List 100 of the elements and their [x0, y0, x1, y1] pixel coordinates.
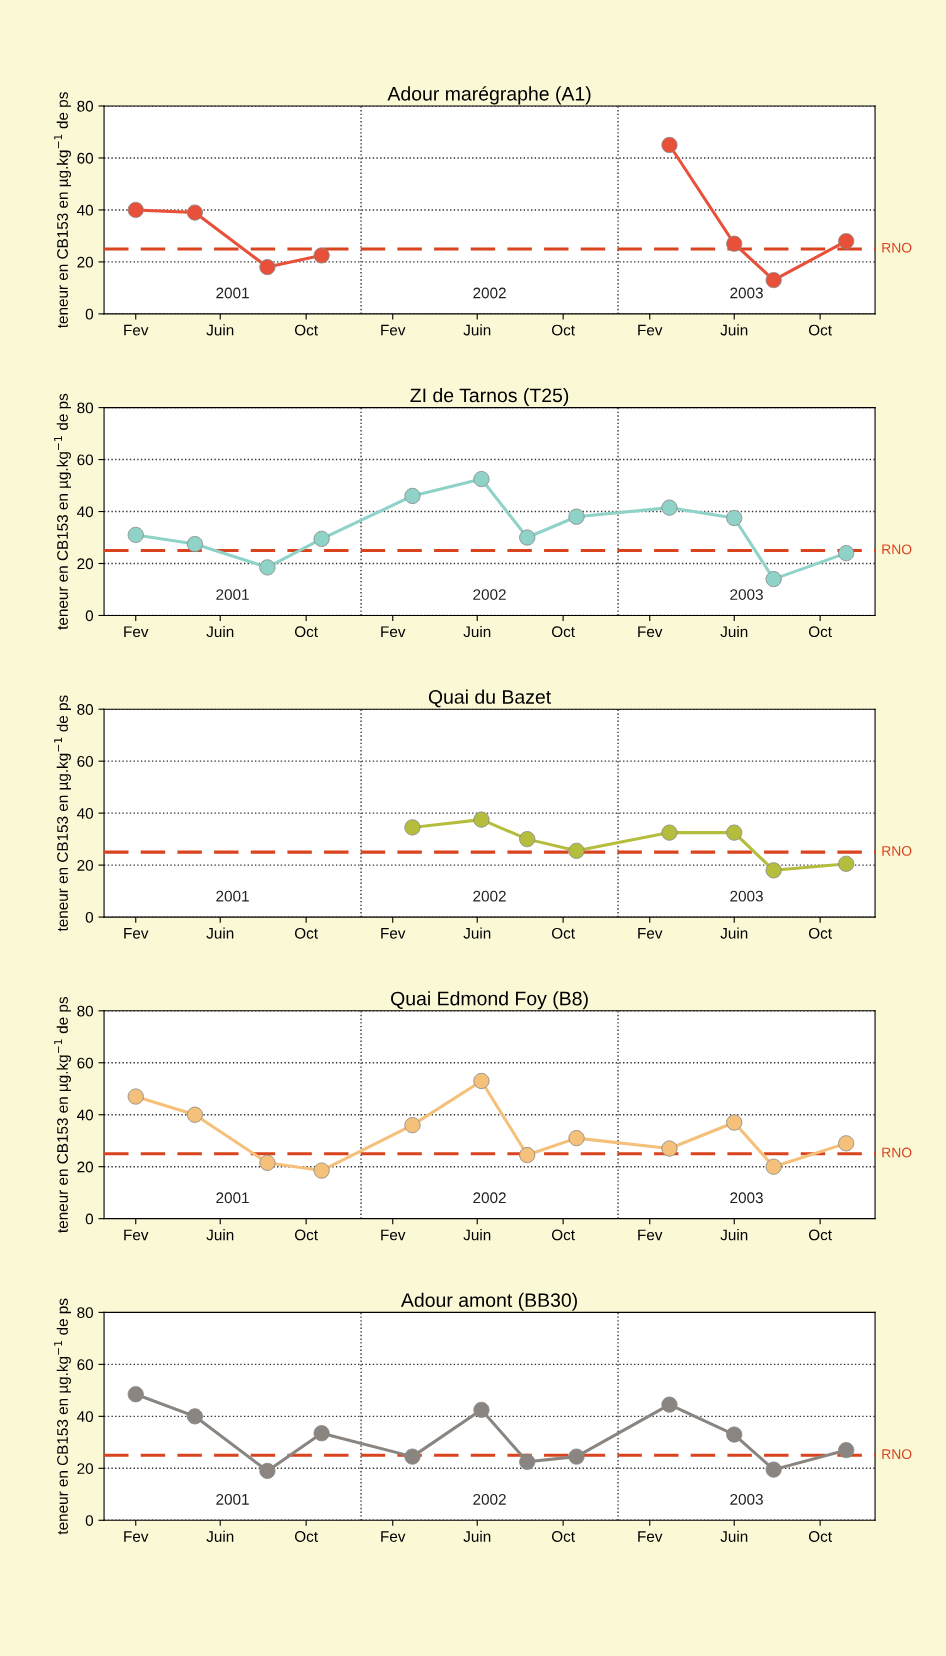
y-tick-label: 60: [77, 454, 94, 466]
y-axis-title: teneur en CB153 en µg.kg$^{−1}$ de ps: [54, 393, 71, 630]
annotation: 2003: [730, 1192, 763, 1204]
chart-title: Adour amont (BB30): [400, 1292, 577, 1311]
y-tick-label: 80: [77, 402, 94, 414]
x-tick-label: Oct: [294, 1531, 318, 1542]
chart-title: Quai Edmond Foy (B8): [391, 991, 588, 1010]
annotation: 2003: [730, 589, 763, 600]
x-tick-label: Juin: [720, 324, 748, 336]
y-tick-label: 60: [77, 1359, 94, 1371]
y-tick-label: 60: [77, 756, 94, 767]
y-tick-label: 80: [77, 704, 94, 715]
x-tick-label: Fev: [124, 626, 149, 638]
x-tick-label: Fev: [124, 1229, 149, 1241]
y-tick-label: 20: [77, 256, 94, 268]
y-tick-label: 60: [77, 152, 94, 164]
chart-title: ZI de Tarnos (T25): [410, 387, 569, 407]
x-tick-label: Fev: [381, 1531, 406, 1542]
x-tick-label: Fev: [124, 1531, 149, 1542]
x-tick-label: Oct: [551, 1229, 575, 1241]
annotation: 2002: [473, 287, 506, 299]
y-tick-label: 20: [77, 1161, 94, 1173]
x-tick-label: Juin: [463, 927, 491, 939]
x-tick-label: Oct: [808, 1229, 832, 1241]
x-tick-label: Juin: [206, 1530, 234, 1542]
x-tick-label: Juin: [720, 927, 748, 939]
x-tick-label: Oct: [294, 927, 318, 939]
x-tick-label: Oct: [808, 1531, 832, 1542]
ref-line-label: RNO: [882, 1147, 912, 1158]
ref-line-label: RNO: [882, 242, 912, 253]
y-tick-label: 20: [77, 558, 94, 570]
x-tick-label: Fev: [124, 324, 149, 336]
y-tick-label: 0: [85, 308, 94, 320]
annotation: 2002: [473, 890, 506, 902]
chart-title: Quai du Bazet: [428, 689, 552, 708]
y-tick-label: 80: [77, 1005, 94, 1017]
x-tick-label: Oct: [551, 324, 575, 336]
y-tick-label: 0: [85, 1515, 94, 1526]
x-tick-label: Juin: [206, 625, 234, 638]
x-tick-label: Oct: [808, 324, 832, 336]
chart-title: Adour marégraphe (A1): [387, 86, 591, 105]
x-tick-label: Fev: [638, 1229, 663, 1241]
ref-line-label: RNO: [882, 1449, 912, 1460]
annotation: 2002: [473, 1493, 506, 1505]
x-tick-label: Oct: [808, 626, 832, 638]
x-tick-label: Juin: [720, 1229, 748, 1241]
y-tick-label: 0: [85, 911, 94, 923]
annotation: 2003: [730, 1493, 763, 1505]
annotation: 2003: [730, 890, 763, 902]
y-tick-label: 0: [85, 1213, 94, 1225]
x-tick-label: Juin: [463, 324, 491, 336]
y-tick-label: 20: [77, 1463, 94, 1474]
y-tick-label: 80: [77, 1307, 94, 1319]
ref-line-label: RNO: [882, 544, 912, 555]
y-tick-label: 60: [77, 1057, 94, 1069]
y-tick-label: 40: [77, 506, 94, 518]
x-tick-label: Oct: [551, 626, 575, 638]
annotation: 2001: [216, 287, 249, 299]
x-tick-label: Juin: [206, 324, 234, 336]
x-tick-label: Oct: [294, 1229, 318, 1241]
x-tick-label: Fev: [124, 928, 149, 939]
y-axis-title: teneur en CB153 en µg.kg$^{−1}$ de ps: [54, 92, 71, 329]
x-tick-label: Juin: [206, 1229, 234, 1241]
x-tick-label: Oct: [551, 927, 575, 939]
x-tick-label: Fev: [638, 1531, 663, 1542]
x-tick-label: Fev: [381, 626, 406, 638]
x-tick-label: Fev: [638, 324, 663, 336]
y-tick-label: 40: [77, 1109, 94, 1121]
x-tick-label: Fev: [638, 626, 663, 638]
x-tick-label: Juin: [206, 927, 234, 939]
x-tick-label: Fev: [638, 928, 663, 939]
y-tick-label: 20: [77, 859, 94, 871]
annotation: 2002: [473, 1192, 506, 1204]
annotation: 2001: [216, 589, 249, 600]
y-axis-title: teneur en CB153 en µg.kg$^{−1}$ de ps: [54, 695, 71, 932]
x-tick-label: Oct: [294, 626, 318, 638]
y-tick-label: 40: [77, 204, 94, 216]
annotation: 2003: [730, 287, 763, 299]
x-tick-label: Juin: [463, 1229, 491, 1241]
annotation: 2001: [216, 1493, 249, 1505]
y-tick-label: 0: [85, 610, 94, 622]
y-tick-label: 40: [77, 808, 94, 819]
y-axis-title: teneur en CB153 en µg.kg$^{−1}$ de ps: [54, 1298, 71, 1535]
x-tick-label: Fev: [381, 324, 406, 336]
x-tick-label: Juin: [463, 625, 491, 638]
x-tick-label: Fev: [381, 928, 406, 939]
annotation: 2002: [473, 589, 506, 600]
x-tick-label: Oct: [808, 927, 832, 939]
y-tick-label: 80: [77, 100, 94, 112]
ref-line-label: RNO: [882, 846, 912, 856]
x-tick-label: Oct: [294, 324, 318, 336]
y-axis-title: teneur en CB153 en µg.kg$^{−1}$ de ps: [54, 996, 71, 1233]
y-tick-label: 40: [77, 1411, 94, 1423]
x-tick-label: Oct: [551, 1531, 575, 1542]
annotation: 2001: [216, 1192, 249, 1204]
x-tick-label: Juin: [463, 1530, 491, 1542]
x-tick-label: Fev: [381, 1229, 406, 1241]
annotation: 2001: [216, 890, 249, 902]
x-tick-label: Juin: [720, 1530, 748, 1542]
x-tick-label: Juin: [720, 625, 748, 638]
